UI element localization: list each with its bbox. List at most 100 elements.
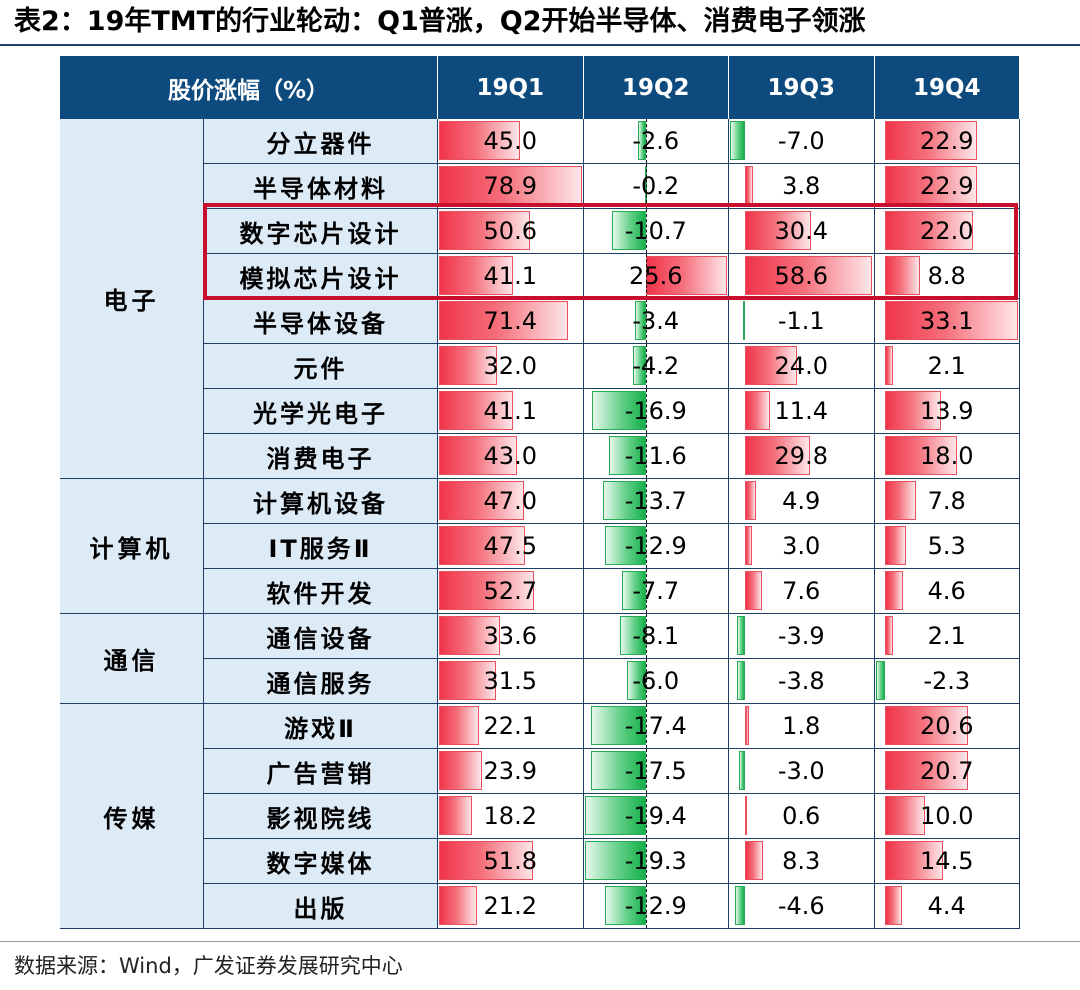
negative-bar <box>742 301 746 340</box>
value-cell: 20.7 <box>874 749 1020 794</box>
value-label: 18.0 <box>920 442 974 470</box>
negative-bar <box>736 661 746 700</box>
positive-bar <box>884 346 894 385</box>
value-label: 22.9 <box>920 172 974 200</box>
value-label: -1.1 <box>777 307 825 335</box>
negative-bar <box>605 526 646 565</box>
positive-bar <box>439 346 497 385</box>
value-label: 71.4 <box>483 307 537 335</box>
value-cell: 21.2 <box>438 884 584 929</box>
row-label: 半导体材料 <box>204 164 438 209</box>
positive-bar <box>884 211 974 250</box>
positive-bar <box>745 481 756 520</box>
value-cell: -2.6 <box>583 119 729 164</box>
row-label: 出版 <box>204 884 438 929</box>
value-cell: -0.2 <box>583 164 729 209</box>
row-label: 光学光电子 <box>204 389 438 434</box>
value-cell: 41.1 <box>438 389 584 434</box>
value-cell: 14.5 <box>874 839 1020 884</box>
value-cell: -19.3 <box>583 839 729 884</box>
value-label: 22.0 <box>920 217 974 245</box>
positive-bar <box>439 571 535 610</box>
value-cell: -3.8 <box>729 659 875 704</box>
positive-bar <box>745 391 770 430</box>
group-label: 传媒 <box>60 704 204 929</box>
value-label: 29.8 <box>774 442 828 470</box>
value-label: 43.0 <box>483 442 537 470</box>
group-label: 电子 <box>60 119 204 479</box>
positive-bar <box>745 526 752 565</box>
negative-bar <box>621 571 646 610</box>
value-cell: -17.4 <box>583 704 729 749</box>
negative-bar <box>590 751 646 790</box>
negative-bar <box>620 616 646 655</box>
value-cell: 8.3 <box>729 839 875 884</box>
value-label: 2.1 <box>927 352 966 380</box>
value-cell: -17.5 <box>583 749 729 794</box>
value-cell: 13.9 <box>874 389 1020 434</box>
value-cell: 18.2 <box>438 794 584 839</box>
zero-axis-line <box>645 614 647 658</box>
value-cell: 22.9 <box>874 164 1020 209</box>
value-cell: 51.8 <box>438 839 584 884</box>
value-cell: 50.6 <box>438 209 584 254</box>
value-label: -12.9 <box>624 892 687 920</box>
value-label: 7.8 <box>927 487 966 515</box>
value-cell: 2.1 <box>874 344 1020 389</box>
negative-bar <box>730 121 746 160</box>
value-label: -0.2 <box>632 172 680 200</box>
value-label: -8.1 <box>632 622 680 650</box>
value-label: -17.4 <box>624 712 687 740</box>
zero-axis-line <box>645 749 647 793</box>
positive-bar <box>884 526 907 565</box>
value-cell: 10.0 <box>874 794 1020 839</box>
positive-bar <box>884 616 894 655</box>
value-cell: -3.4 <box>583 299 729 344</box>
value-cell: 24.0 <box>729 344 875 389</box>
value-label: -7.7 <box>632 577 680 605</box>
rotation-table: 股价涨幅（%） 19Q1 19Q2 19Q3 19Q4 电子 分立器件 45.0 -2.6 -7.… <box>60 56 1020 929</box>
value-label: 2.1 <box>927 622 966 650</box>
value-label: 30.4 <box>774 217 828 245</box>
value-label: 47.5 <box>483 532 537 560</box>
positive-bar <box>884 481 917 520</box>
positive-bar <box>439 886 478 925</box>
negative-bar <box>605 886 646 925</box>
negative-bar <box>590 706 646 745</box>
value-cell: -4.2 <box>583 344 729 389</box>
positive-bar <box>745 706 750 745</box>
positive-bar <box>745 256 873 295</box>
value-cell: -12.9 <box>583 524 729 569</box>
positive-bar <box>439 661 496 700</box>
positive-bar <box>884 796 925 835</box>
value-cell: 3.0 <box>729 524 875 569</box>
negative-bar <box>609 436 646 475</box>
value-cell: 43.0 <box>438 434 584 479</box>
positive-bar <box>745 436 810 475</box>
value-label: 3.8 <box>782 172 821 200</box>
value-label: -11.6 <box>624 442 687 470</box>
value-cell: -19.4 <box>583 794 729 839</box>
row-label: 消费电子 <box>204 434 438 479</box>
value-label: 31.5 <box>483 667 537 695</box>
value-label: 1.8 <box>782 712 821 740</box>
value-cell: 20.6 <box>874 704 1020 749</box>
value-cell: 22.9 <box>874 119 1020 164</box>
positive-bar <box>439 436 517 475</box>
value-label: -3.9 <box>777 622 825 650</box>
value-cell: 71.4 <box>438 299 584 344</box>
row-label: 广告营销 <box>204 749 438 794</box>
value-cell: 3.8 <box>729 164 875 209</box>
negative-bar <box>738 751 746 790</box>
value-label: 3.0 <box>782 532 821 560</box>
header-metric: 股价涨幅（%） <box>60 56 438 119</box>
value-label: -12.9 <box>624 532 687 560</box>
positive-bar <box>439 616 500 655</box>
zero-axis-line <box>645 344 647 388</box>
value-cell: -7.7 <box>583 569 729 614</box>
positive-bar <box>439 481 524 520</box>
zero-axis-line <box>645 479 647 523</box>
value-cell: 1.8 <box>729 704 875 749</box>
value-label: -4.6 <box>777 892 825 920</box>
positive-bar <box>884 886 903 925</box>
